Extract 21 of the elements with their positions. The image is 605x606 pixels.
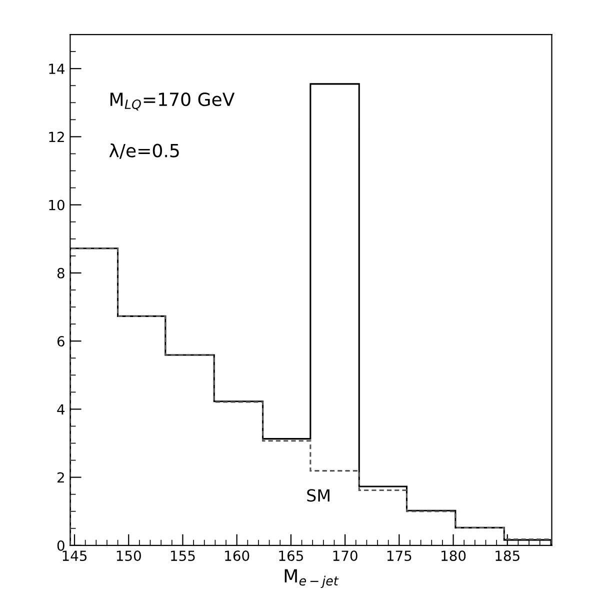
x-tick-label: 145: [62, 550, 87, 562]
x-tick-label: 155: [171, 550, 195, 562]
y-tick-label: 0: [57, 540, 64, 551]
y-tick-label: 8: [57, 268, 64, 278]
x-tick-label: 160: [225, 550, 250, 562]
x-tick-label: 150: [116, 550, 141, 562]
x-tick-label: 170: [333, 550, 358, 562]
y-tick-label: 2: [58, 472, 64, 483]
annotation: λ/e=0.5: [109, 143, 179, 159]
annotation: M$_{LQ}$=170 GeV: [110, 92, 235, 111]
x-tick-label: 175: [387, 550, 412, 562]
y-tick-label: 10: [49, 200, 64, 210]
y-tick-label: 12: [49, 132, 64, 142]
x-tick-label: 185: [496, 550, 520, 562]
x-tick-label: 165: [279, 550, 303, 562]
y-tick-label: 4: [57, 404, 65, 414]
y-tick-label: 14: [49, 64, 65, 74]
y-tick-label: 6: [57, 336, 64, 347]
x-tick-label: 180: [442, 550, 466, 562]
x-axis-title: M$_{e−jet}$: [284, 569, 339, 588]
series-label: SM: [307, 489, 330, 502]
